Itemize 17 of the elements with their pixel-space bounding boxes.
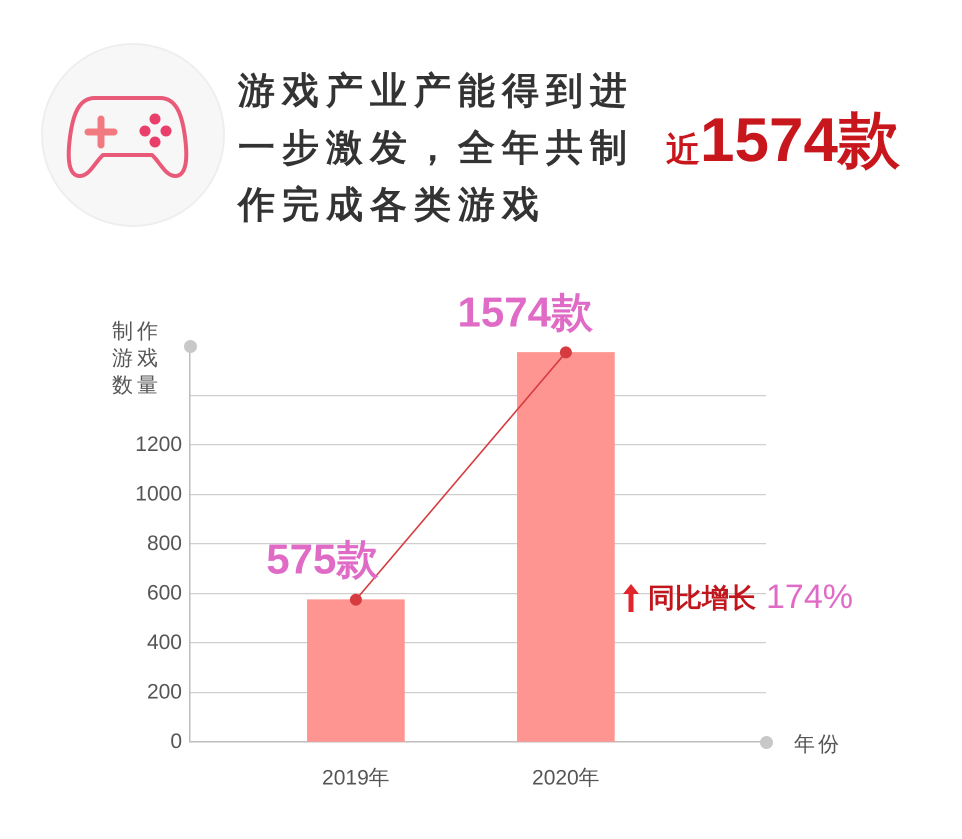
y-tick-label: 0: [170, 730, 182, 753]
y-axis-title: 制作游戏数量: [112, 319, 163, 399]
x-tick-label: 2019年: [322, 766, 390, 790]
chart-title: 游戏产业产能得到进一步激发，全年共制作完成各类游戏: [238, 69, 635, 227]
y-tick-label: 600: [146, 581, 182, 604]
y-tick-label: 400: [146, 630, 182, 654]
x-tick-label: 2020年: [532, 766, 600, 790]
data-label: 575款: [266, 536, 380, 583]
y-tick-label: 1200: [135, 432, 182, 456]
x-axis-title: 年份: [794, 732, 842, 758]
y-tick-label: 200: [146, 680, 182, 704]
annotation: 174%: [766, 578, 853, 617]
y-tick-label: 1000: [135, 482, 182, 506]
annotation: 同比增长: [648, 582, 756, 614]
chart-subtitle: 近1574款: [666, 106, 900, 175]
data-label: 1574款: [458, 288, 594, 336]
y-tick-label: 800: [146, 532, 182, 555]
